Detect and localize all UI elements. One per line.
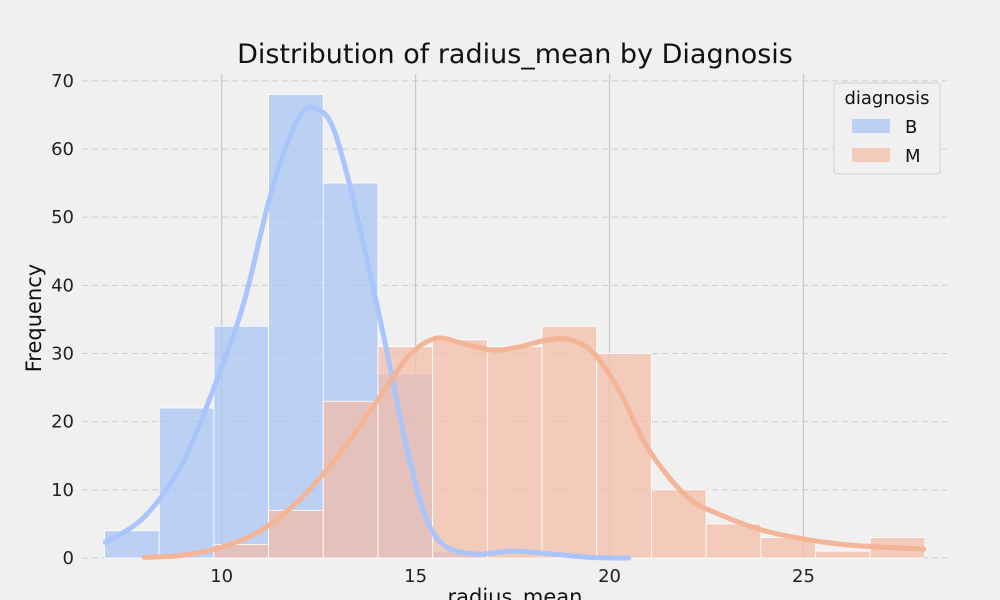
legend-title: diagnosis	[844, 88, 929, 109]
bar-m	[815, 550, 871, 559]
legend-label-m: M	[905, 146, 921, 167]
bar-m	[705, 523, 762, 559]
kde-line-m	[141, 335, 927, 560]
bar-m	[486, 346, 543, 559]
bar-m	[377, 346, 434, 559]
x-axis-label: radius_mean	[448, 585, 583, 600]
y-tick-label: 50	[51, 207, 74, 228]
bar-m	[432, 339, 488, 559]
histogram-bars	[104, 94, 926, 559]
x-tick-label: 10	[210, 566, 233, 587]
bar-m	[541, 325, 598, 559]
legend-swatch-m	[852, 148, 890, 162]
y-tick-label: 0	[63, 548, 74, 569]
y-tick-label: 10	[51, 480, 74, 501]
y-tick-label: 20	[51, 412, 74, 433]
legend: diagnosis B M	[833, 82, 941, 175]
bar-m	[651, 489, 707, 559]
y-tick-label: 30	[51, 343, 74, 364]
tick-labels: 0 10 20 30 40 50 60 70 10 15 20 25	[51, 71, 815, 587]
bar-m	[322, 400, 379, 559]
chart-title: Distribution of radius_mean by Diagnosis	[237, 39, 793, 70]
bar-b	[268, 94, 324, 559]
y-tick-label: 40	[51, 275, 74, 296]
bar-b	[158, 407, 215, 559]
x-tick-label: 20	[598, 566, 621, 587]
legend-label-b: B	[905, 117, 917, 138]
x-tick-label: 25	[792, 566, 815, 587]
x-tick-label: 15	[404, 566, 427, 587]
legend-swatch-b	[852, 119, 890, 133]
kde-curves	[102, 104, 927, 561]
y-tick-label: 70	[51, 71, 74, 92]
kde-line-b	[102, 104, 632, 561]
bar-b	[104, 530, 160, 559]
y-axis-label: Frequency	[22, 264, 46, 373]
y-tick-label: 60	[51, 139, 74, 160]
bar-m	[596, 353, 652, 559]
